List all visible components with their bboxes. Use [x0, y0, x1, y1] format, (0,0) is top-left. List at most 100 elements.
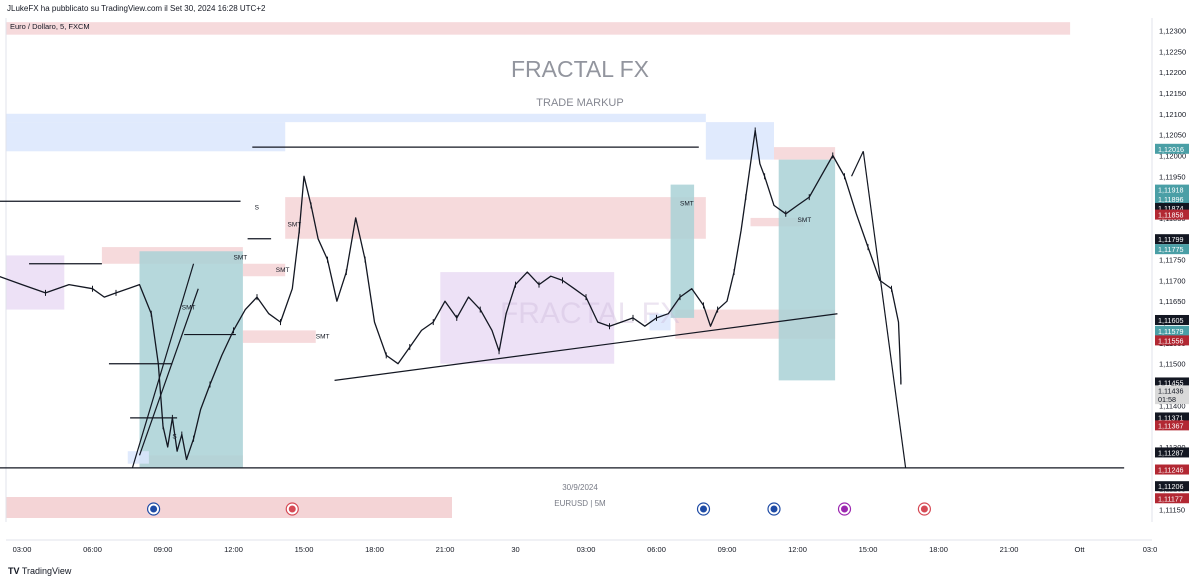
price-label-bg — [1155, 420, 1189, 431]
annotations-layer: SMT SMT SMT SMT SMT SMT SMT S S — [172, 200, 811, 440]
y-tick-label: 1,11650 — [1159, 297, 1186, 306]
zone-pink-7 — [242, 330, 316, 343]
price-label: 1,11436 — [1158, 386, 1183, 395]
x-tick-label: 06:00 — [647, 545, 666, 554]
price-label: 1,11874 — [1158, 204, 1183, 213]
price-label-bg — [1155, 314, 1189, 325]
footer-date: 30/9/2024 — [562, 483, 598, 492]
price-label: 1,11371 — [1158, 413, 1183, 422]
price-label-bg — [1155, 377, 1189, 388]
y-tick-label: 1,11700 — [1159, 276, 1186, 285]
price-label: 1,11605 — [1158, 316, 1183, 325]
price-label-bg — [1155, 335, 1189, 346]
price-label-bg — [1155, 325, 1189, 336]
x-tick-label: 30 — [511, 545, 519, 554]
x-tick-label: 15:00 — [295, 545, 314, 554]
tradingview-label: TradingView — [21, 566, 72, 576]
x-tick-label: 09:00 — [154, 545, 173, 554]
price-label-bg — [1155, 234, 1189, 245]
y-tick-label: 1,12300 — [1159, 26, 1186, 35]
price-label-bg — [1155, 193, 1189, 204]
eu-flag-icon — [767, 502, 781, 516]
price-series — [0, 127, 902, 461]
price-label: 1,11896 — [1158, 195, 1183, 204]
zone-teal-16 — [778, 159, 836, 381]
x-tick-label: 09:00 — [718, 545, 737, 554]
price-label: 1,11918 — [1158, 186, 1183, 195]
zone-teal-14 — [139, 251, 243, 468]
price-label: 1,11367 — [1158, 421, 1183, 430]
zone-pink-3 — [6, 22, 1071, 35]
y-tick-label: 1,12150 — [1159, 89, 1186, 98]
price-label: 1,11799 — [1158, 235, 1183, 244]
zone-pink-9 — [774, 147, 836, 160]
price-label-bg — [1155, 493, 1189, 504]
price-label-bg — [1155, 184, 1189, 195]
watermark-inner: FRACTAL FX — [500, 297, 680, 330]
y-tick-label: 1,11400 — [1159, 401, 1186, 410]
annotation-smt: SMT — [680, 200, 694, 207]
x-tick-label: 15:00 — [859, 545, 878, 554]
price-label: 1,12016 — [1158, 145, 1184, 154]
zone-blue-2 — [705, 122, 774, 160]
footer-bar: TV TradingView — [0, 562, 1200, 582]
lightning-icon — [837, 502, 852, 516]
annotation-smt: S — [255, 205, 260, 212]
drawing-line-12 — [138, 288, 199, 456]
annotation-smt: SMT — [288, 221, 302, 228]
price-label-bg — [1155, 143, 1189, 154]
y-tick-label: 1,12100 — [1159, 110, 1186, 119]
events-layer — [147, 502, 932, 516]
price-axis-bg — [1152, 18, 1200, 522]
publish-header: JLukeFX ha pubblicato su TradingView.com… — [0, 0, 1200, 18]
y-tick-label: 1,11150 — [1159, 506, 1185, 515]
x-tick-label: 21:00 — [436, 545, 455, 554]
x-tick-label: 18:00 — [365, 545, 384, 554]
x-tick-label: 06:00 — [83, 545, 102, 554]
footer-instrument: EURUSD | 5M — [554, 499, 606, 508]
time-axis[interactable]: 03:00 06:00 09:00 12:00 15:00 18:00 21:00 30 03:… — [6, 539, 1158, 554]
eu-flag-icon-core — [150, 505, 158, 513]
annotation-smt: SMT — [316, 334, 330, 341]
annotation-smt: SMT — [798, 217, 812, 224]
watermark-subtitle: TRADE MARKUP — [536, 97, 623, 109]
x-tick-label: 03:0 — [1143, 545, 1158, 554]
price-label: 1,11455 — [1158, 378, 1183, 387]
price-label: 1,11556 — [1158, 336, 1183, 345]
x-tick-label: Ott — [1074, 545, 1085, 554]
tradingview-logo[interactable]: TV TradingView — [8, 566, 71, 576]
price-label: 1,11775 — [1158, 245, 1183, 254]
price-label: 01:58 — [1158, 395, 1176, 404]
event-strip — [6, 497, 452, 518]
price-label-bg — [1155, 394, 1189, 405]
zone-pink-5 — [242, 263, 286, 277]
zone-teal-15 — [670, 184, 695, 318]
price-label: 1,11579 — [1158, 327, 1183, 336]
price-label-bg — [1155, 385, 1189, 396]
price-label-bg — [1155, 481, 1189, 492]
zone-blue-1 — [6, 113, 706, 123]
x-tick-label: 18:00 — [929, 545, 948, 554]
zone-pink-10 — [750, 217, 805, 227]
price-label: 1,11177 — [1158, 494, 1183, 503]
price-label: 1,11206 — [1158, 482, 1183, 491]
zone-pink-6 — [285, 197, 706, 239]
eu-flag-icon-core — [700, 505, 707, 513]
price-label-bg — [1155, 464, 1189, 475]
drawings-layer — [0, 146, 1125, 469]
y-tick-label: 1,12200 — [1159, 68, 1186, 77]
price-axis[interactable]: 1,12300 1,12250 1,12200 1,12150 1,12100 1,120… — [1151, 18, 1200, 522]
x-tick-label: 12:00 — [788, 545, 807, 554]
price-label-bg — [1155, 209, 1189, 220]
price-label: 1,11246 — [1158, 466, 1183, 475]
x-tick-label: 21:00 — [1000, 545, 1019, 554]
lightning-icon-core — [841, 505, 848, 513]
zone-purple-13 — [440, 272, 615, 364]
publish-info: JLukeFX ha pubblicato su TradingView.com… — [7, 4, 266, 13]
watermark-title: FRACTAL FX — [511, 56, 649, 82]
tv-logo-icon: TV — [8, 566, 20, 576]
eu-flag-icon-core — [770, 505, 778, 513]
price-label-bg — [1155, 412, 1189, 423]
zone-blue-17 — [649, 313, 671, 331]
